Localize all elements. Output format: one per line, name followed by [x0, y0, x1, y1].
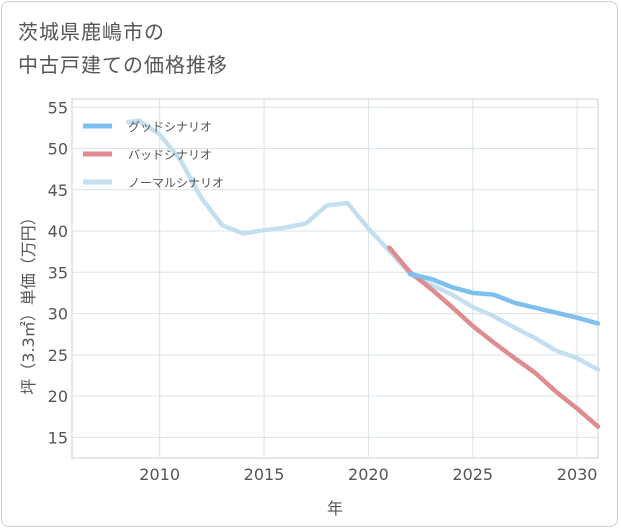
- legend-label-0: グッドシナリオ: [128, 120, 212, 134]
- series-layer: [126, 118, 601, 429]
- series-line-0: [407, 271, 601, 326]
- y-tick-label-15: 15: [48, 428, 68, 447]
- y-tick-label-25: 25: [48, 346, 68, 365]
- y-tick-label-30: 30: [48, 305, 68, 324]
- series-line-1: [387, 245, 601, 429]
- chart-title: 茨城県鹿嶋市の 中古戸建ての価格推移: [18, 16, 228, 82]
- y-tick-label-35: 35: [48, 263, 68, 282]
- x-tick-label-2010: 2010: [139, 465, 180, 484]
- y-tick-label-55: 55: [48, 98, 68, 117]
- x-tick-label-2025: 2025: [452, 465, 493, 484]
- series-line-2: [126, 118, 601, 372]
- y-axis-title: 坪（3.3㎡）単価（万円）: [19, 209, 38, 394]
- x-tick-labels: 2010 2015 2020 2025 2030: [139, 465, 597, 484]
- x-tick-label-2030: 2030: [557, 465, 598, 484]
- y-tick-label-40: 40: [48, 222, 68, 241]
- y-tick-label-50: 50: [48, 140, 68, 159]
- y-gridlines: [72, 106, 598, 438]
- chart-title-line-1: 茨城県鹿嶋市の: [18, 20, 165, 44]
- chart-title-line-2: 中古戸建ての価格推移: [18, 53, 228, 77]
- x-gridlines: [159, 99, 578, 458]
- y-tick-label-20: 20: [48, 387, 68, 406]
- x-tick-label-2015: 2015: [244, 465, 285, 484]
- y-tick-labels: 15 20 25 30 35 40 45 50 55: [48, 98, 68, 447]
- legend-label-1: バッドシナリオ: [128, 148, 212, 162]
- x-tick-label-2020: 2020: [348, 465, 389, 484]
- y-tick-label-45: 45: [48, 181, 68, 200]
- legend-label-2: ノーマルシナリオ: [128, 176, 224, 190]
- x-axis-title: 年: [327, 499, 343, 518]
